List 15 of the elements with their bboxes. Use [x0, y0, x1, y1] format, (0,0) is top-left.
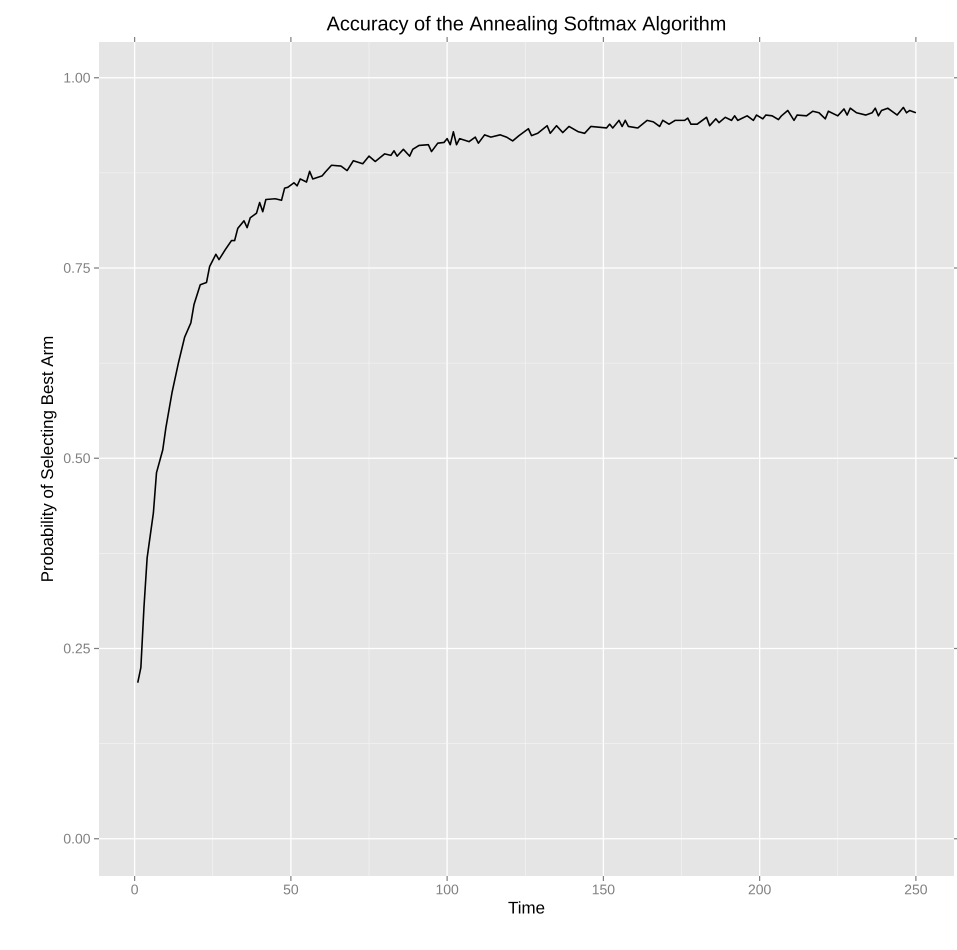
line-series: [136, 106, 917, 684]
y-tick-label: 0.50: [64, 453, 90, 464]
x-tick-label: 50: [284, 884, 298, 894]
x-tick-label: 100: [436, 884, 458, 894]
y-axis-title: Probability of Selecting Best Arm: [40, 336, 56, 581]
x-tick-label: 200: [748, 884, 771, 894]
x-tick-label: 0: [131, 884, 138, 894]
x-tick-label: 250: [904, 884, 927, 894]
x-axis-title: Time: [508, 901, 544, 914]
y-tick-label: 0.00: [64, 834, 90, 844]
chart-title: Accuracy of the Annealing Softmax Algorithm: [326, 16, 726, 34]
y-tick-label: 0.75: [64, 263, 90, 273]
x-tick-label: 150: [592, 884, 614, 894]
y-tick-label: 0.25: [64, 644, 90, 654]
y-tick-label: 1.00: [64, 72, 90, 83]
